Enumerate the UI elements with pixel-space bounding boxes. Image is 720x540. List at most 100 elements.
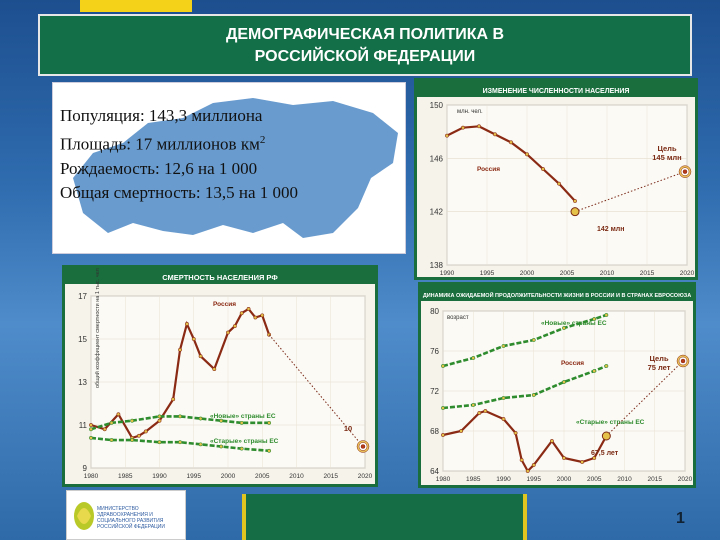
- x-tick-label: 2005: [587, 476, 602, 483]
- data-point: [483, 409, 488, 413]
- y-axis-label: общий коэффициент смертности на 1 тыс. ч…: [94, 268, 101, 388]
- data-point: [239, 420, 244, 425]
- chart-header: [421, 285, 693, 301]
- x-tick-label: 2010: [289, 473, 304, 480]
- x-tick-label: 2005: [560, 270, 575, 277]
- x-tick-label: 2010: [600, 270, 615, 277]
- slide-title: ДЕМОГРАФИЧЕСКАЯ ПОЛИТИКА В РОССИЙСКОЙ ФЕ…: [38, 14, 692, 76]
- data-point: [171, 397, 176, 402]
- data-point: [441, 364, 445, 368]
- target-marker: [682, 169, 688, 174]
- y-tick-label: 68: [430, 427, 439, 436]
- data-point: [89, 427, 93, 432]
- target-label: 145 млн: [652, 153, 681, 162]
- data-point: [557, 181, 561, 186]
- y-tick-label: 11: [79, 421, 88, 430]
- data-point: [260, 313, 265, 318]
- data-point: [531, 463, 536, 467]
- x-tick-label: 1980: [84, 473, 99, 480]
- population-chart-panel: ИЗМЕНЕНИЕ ЧИСЛЕННОСТИ НАСЕЛЕНИЯ 138 142 146…: [414, 78, 698, 280]
- population-chart: ИЗМЕНЕНИЕ ЧИСЛЕННОСТИ НАСЕЛЕНИЯ 138 142 146…: [417, 81, 695, 277]
- x-tick-label: 2000: [221, 473, 236, 480]
- data-point: [562, 456, 566, 460]
- data-point: [477, 411, 482, 415]
- ministry-logo: МИНИСТЕРСТВО ЗДРАВООХРАНЕНИЯ И СОЦИАЛЬНО…: [66, 490, 186, 540]
- x-tick-label: 2015: [648, 476, 663, 483]
- data-point: [219, 418, 224, 423]
- y-tick-label: 146: [430, 154, 444, 163]
- data-point: [549, 439, 554, 443]
- russia-map-shape: [73, 98, 398, 238]
- data-point: [232, 324, 237, 329]
- data-point: [137, 433, 141, 438]
- data-point: [130, 418, 135, 423]
- stat-birth-rate: Рождаемость: 12,6 на 1 000: [60, 158, 258, 178]
- y-tick-label: 13: [78, 378, 87, 387]
- data-point: [519, 458, 524, 462]
- data-point: [459, 429, 464, 433]
- series-label: «Новые» страны ЕС: [210, 413, 276, 420]
- data-point: [562, 326, 566, 330]
- data-point: [441, 406, 445, 410]
- y-axis-label: млн. чел.: [457, 109, 483, 115]
- data-point: [592, 317, 597, 321]
- x-tick-label: 1995: [480, 270, 495, 277]
- chart-header: [417, 81, 695, 97]
- ministry-name: МИНИСТЕРСТВО ЗДРАВООХРАНЕНИЯ И СОЦИАЛЬНО…: [97, 506, 165, 530]
- data-point: [471, 356, 476, 360]
- x-tick-label: 2000: [557, 476, 572, 483]
- data-point: [592, 456, 597, 460]
- life-expectancy-chart-panel: ДИНАМИКА ОЖИДАЕМОЙ ПРОДОЛЖИТЕЛЬНОСТИ ЖИЗ…: [418, 282, 696, 488]
- x-tick-label: 2015: [324, 473, 339, 480]
- series-label: Россия: [213, 301, 236, 308]
- x-tick-label: 1985: [118, 473, 133, 480]
- data-point: [102, 427, 107, 432]
- target-label: 75 лет: [648, 363, 671, 372]
- x-tick-label: 1980: [436, 476, 451, 483]
- russia-map: [52, 82, 406, 254]
- data-point: [531, 393, 536, 397]
- data-point: [513, 431, 518, 435]
- data-point: [109, 420, 114, 425]
- title-line-1: ДЕМОГРАФИЧЕСКАЯ ПОЛИТИКА В: [225, 26, 505, 43]
- data-point: [239, 311, 244, 316]
- x-tick-label: 1990: [440, 270, 455, 277]
- mortality-chart: СМЕРТНОСТЬ НАСЕЛЕНИЯ РФ 9 11 13 15 17 1980 1985…: [65, 268, 375, 480]
- x-tick-label: 2020: [678, 476, 693, 483]
- endpoint-marker: [601, 431, 611, 441]
- chart-header: [65, 268, 375, 284]
- target-label: Цель: [649, 354, 669, 363]
- chart-title: ИЗМЕНЕНИЕ ЧИСЛЕННОСТИ НАСЕЛЕНИЯ: [483, 88, 630, 95]
- y-tick-label: 142: [430, 208, 444, 217]
- data-point: [525, 152, 529, 157]
- data-point: [116, 412, 121, 417]
- series-label: Россия: [477, 166, 500, 173]
- data-point: [89, 435, 93, 440]
- y-axis-label: возраст: [447, 315, 469, 321]
- stat-mortality: Общая смертность: 13,5 на 1 000: [60, 182, 299, 202]
- data-point: [493, 132, 497, 137]
- page-number: 1: [676, 510, 685, 527]
- bottom-bar: [242, 494, 527, 540]
- x-tick-label: 1995: [187, 473, 202, 480]
- y-tick-label: 9: [83, 464, 88, 473]
- series-line: [90, 415, 270, 431]
- y-tick-label: 17: [78, 292, 87, 301]
- data-point: [562, 380, 566, 384]
- series-label: «Новые» страны ЕС: [541, 320, 607, 327]
- y-tick-label: 80: [430, 307, 439, 316]
- projection-line: [606, 360, 684, 437]
- x-tick-label: 2000: [520, 270, 535, 277]
- chart-title: ДИНАМИКА ОЖИДАЕМОЙ ПРОДОЛЖИТЕЛЬНОСТИ ЖИЗ…: [423, 291, 691, 299]
- data-point: [226, 330, 230, 335]
- data-point: [178, 414, 182, 419]
- data-point: [143, 429, 148, 434]
- data-point: [525, 469, 530, 473]
- data-point: [198, 442, 203, 447]
- data-point: [509, 140, 513, 145]
- data-point: [178, 347, 182, 352]
- stat-area: Площадь: 17 миллионов км2: [60, 134, 266, 154]
- target-marker: [360, 444, 366, 449]
- stat-population: Популяция: 143,3 миллиона: [60, 106, 263, 125]
- x-tick-label: 2005: [255, 473, 270, 480]
